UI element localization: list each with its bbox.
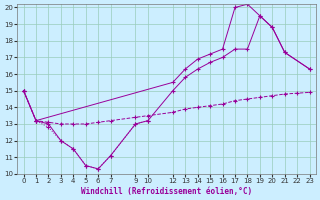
X-axis label: Windchill (Refroidissement éolien,°C): Windchill (Refroidissement éolien,°C) xyxy=(81,187,252,196)
